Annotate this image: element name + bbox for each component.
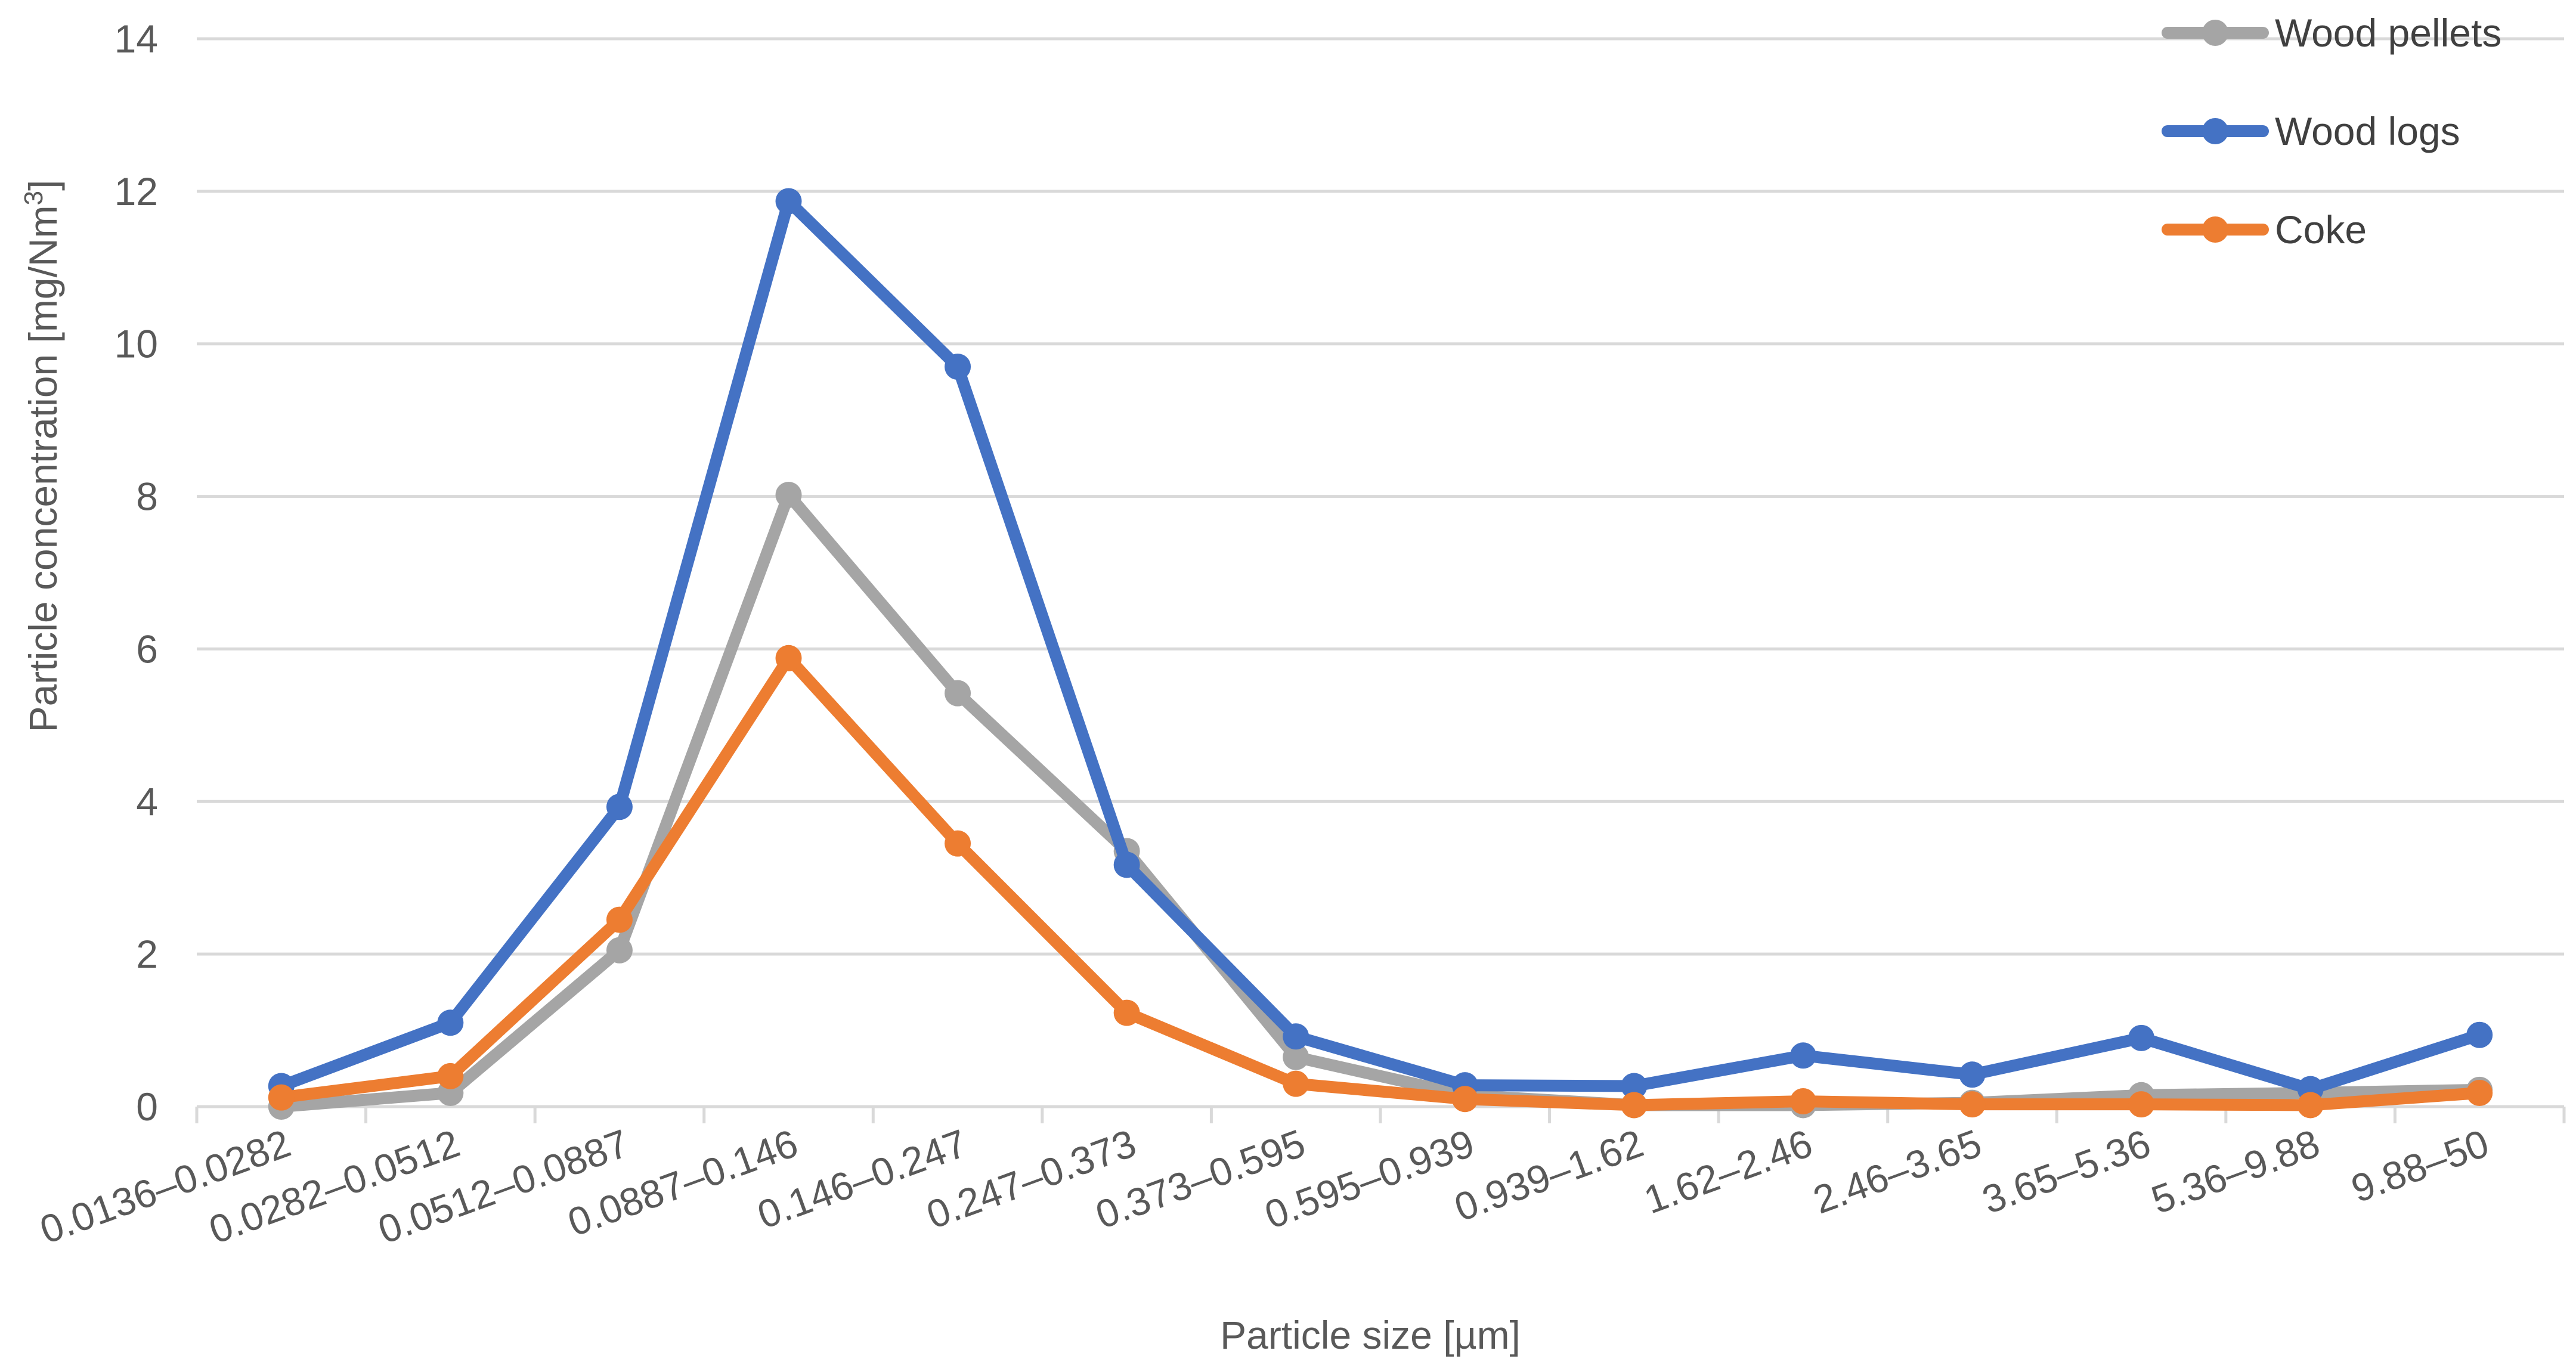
x-tick-label: 2.46–3.65 [1807,1121,1987,1222]
series-line [275,652,2486,1111]
y-axis-title: Particle concentration [mg/Nm3] [19,180,65,733]
data-point [2466,1079,2493,1106]
data-point [437,1009,464,1036]
data-point [1789,1088,1816,1115]
series-wood-logs [268,188,2493,1102]
data-point [1283,1043,1309,1070]
x-tick-label: 5.36–9.88 [2145,1121,2325,1222]
data-point [1789,1042,1816,1069]
legend-label: Wood logs [2275,109,2460,153]
legend-swatch-marker [2202,216,2228,243]
y-tick-label: 6 [136,627,158,671]
data-point [1113,851,1140,878]
data-point [1451,1086,1478,1113]
y-axis-title-end: ] [21,180,65,191]
y-axis-ticks: 0 2 4 6 8 10 12 14 [114,17,158,1129]
data-point [1621,1092,1648,1119]
gridlines [197,37,2564,956]
data-point [1283,1070,1309,1097]
x-axis-ticks: 0.0136–0.02820.0282–0.05120.0512–0.08870… [34,1121,2494,1252]
y-tick-label: 14 [114,17,158,61]
y-axis-title-main: Particle concentration [mg/Nm [21,205,65,732]
data-point [2297,1092,2324,1119]
x-tick-label: 3.65–5.36 [1977,1121,2156,1222]
legend-item: Wood pellets [2162,11,2501,55]
legend-item: Wood logs [2162,109,2460,153]
legend-label: Coke [2275,207,2367,252]
data-point [268,1084,295,1111]
data-point [606,937,633,964]
data-point [945,830,971,857]
data-point [606,906,633,933]
data-point [775,645,802,671]
x-tick-label: 9.88–50 [2346,1121,2494,1211]
y-axis-title-superscript: 3 [19,191,48,205]
legend: Wood pellets Wood logs Coke [2162,11,2501,252]
data-point [1621,1073,1648,1099]
series-line [275,195,2486,1095]
data-point [606,794,633,820]
data-point [437,1063,464,1089]
data-point [2128,1091,2155,1118]
x-tick-label: 1.62–2.46 [1638,1121,1818,1222]
data-point [1283,1023,1309,1050]
data-point [775,482,802,509]
x-axis-title: Particle size [µm] [1220,1313,1521,1357]
data-point [1113,999,1140,1026]
y-tick-label: 10 [114,322,158,366]
y-tick-label: 0 [136,1085,158,1129]
legend-swatch-marker [2202,20,2228,46]
x-tick-label: 0.939–1.62 [1448,1121,1649,1230]
data-point [2466,1021,2493,1048]
legend-swatch-marker [2202,118,2228,144]
y-tick-label: 2 [136,932,158,976]
data-point [775,188,802,215]
data-point [2128,1024,2155,1051]
y-tick-label: 8 [136,475,158,519]
series-group [268,188,2493,1120]
legend-label: Wood pellets [2275,11,2501,55]
series-coke [268,645,2493,1119]
data-point [945,680,971,707]
data-point [1959,1061,1986,1088]
y-tick-label: 4 [136,779,158,823]
data-point [945,354,971,380]
y-tick-label: 12 [114,169,158,213]
data-point [1959,1091,1986,1118]
legend-item: Coke [2162,207,2367,252]
